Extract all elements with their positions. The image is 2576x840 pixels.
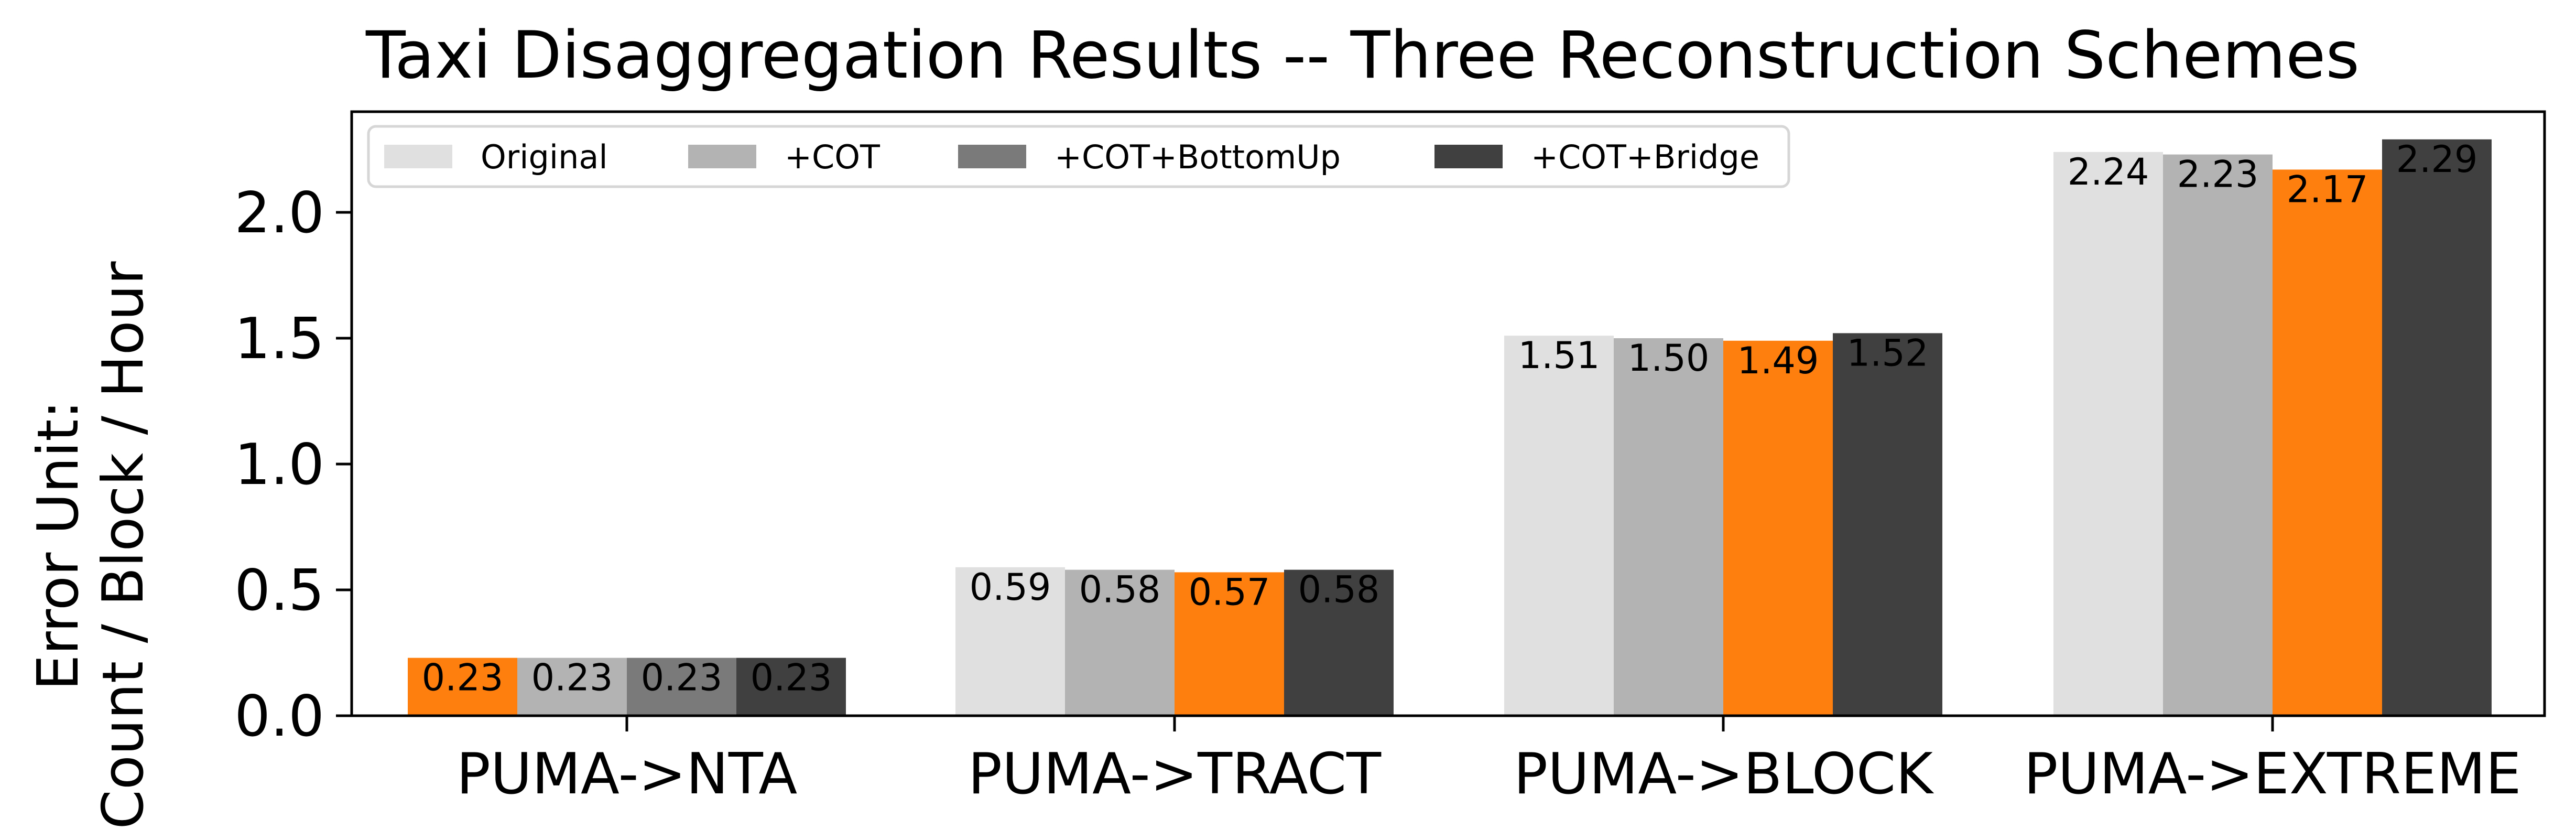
legend-item: +COT+BottomUp xyxy=(958,138,1341,176)
y-axis-label-line-2: Count / Block / Hour xyxy=(91,261,156,830)
legend-box xyxy=(367,125,1790,188)
y-axis: 0.0 0.5 1.0 1.5 2.0 xyxy=(234,180,352,749)
legend-item: Original xyxy=(384,138,608,176)
x-tick-label: PUMA->EXTREME xyxy=(2024,741,2521,807)
bar xyxy=(955,567,1065,716)
bar-value-label: 0.59 xyxy=(970,566,1051,609)
bar-value-label: 0.57 xyxy=(1189,570,1270,613)
bar-value-label: 0.23 xyxy=(641,656,723,699)
bar xyxy=(627,658,736,716)
bar-value-label: 0.23 xyxy=(751,656,832,699)
x-tick-label: PUMA->NTA xyxy=(456,741,798,807)
y-axis-label-line-1: Error Unit: xyxy=(26,400,91,691)
bar-value-label: 2.17 xyxy=(2287,168,2368,211)
bar-value-label: 0.58 xyxy=(1079,568,1161,611)
bar-value-label: 1.52 xyxy=(1847,331,1929,374)
legend-swatch xyxy=(958,145,1026,168)
y-tick-label: 1.5 xyxy=(234,306,324,372)
bar xyxy=(2273,169,2382,716)
bar xyxy=(1614,338,1723,716)
bar xyxy=(1284,569,1394,716)
bar-value-label: 0.58 xyxy=(1298,568,1380,611)
legend-label: Original xyxy=(481,138,608,176)
chart-title: Taxi Disaggregation Results -- Three Rec… xyxy=(365,18,2360,93)
bar-value-label: 2.24 xyxy=(2068,150,2149,193)
legend-label: +COT+BottomUp xyxy=(1055,138,1341,176)
bar xyxy=(2053,152,2163,716)
bar xyxy=(2163,154,2273,716)
y-tick-label: 2.0 xyxy=(234,180,324,246)
legend: Original +COT +COT+BottomUp +COT+Bridge xyxy=(367,125,1790,188)
value-labels-layer: 0.23 0.59 1.51 2.24 0.23 0.58 1.50 2.23 0.23 0.57… xyxy=(422,138,2478,699)
y-tick-label: 1.0 xyxy=(234,432,324,498)
bar xyxy=(517,658,627,716)
bar xyxy=(2382,139,2492,716)
y-axis-label: Error Unit: Count / Block / Hour xyxy=(26,261,156,830)
x-tick-label: PUMA->BLOCK xyxy=(1514,741,1934,807)
legend-swatch xyxy=(688,145,756,168)
bar xyxy=(1723,340,1833,716)
bar-value-label: 0.23 xyxy=(422,656,504,699)
legend-item: +COT+Bridge xyxy=(1434,138,1759,176)
bar-value-label: 2.29 xyxy=(2396,138,2478,181)
legend-label: +COT xyxy=(785,138,881,176)
legend-swatch xyxy=(1434,145,1503,168)
x-tick-label: PUMA->TRACT xyxy=(968,741,1382,807)
bar xyxy=(1175,572,1284,716)
legend-item: +COT xyxy=(688,138,881,176)
plot-area-frame xyxy=(350,110,2546,717)
bar xyxy=(736,658,846,716)
bars-layer xyxy=(408,139,2492,716)
bar xyxy=(1065,569,1175,716)
bar xyxy=(408,658,517,716)
bar-value-label: 0.23 xyxy=(531,656,613,699)
legend-swatch xyxy=(384,145,452,168)
bar-value-label: 2.23 xyxy=(2177,153,2259,196)
x-axis: PUMA->NTA PUMA->TRACT PUMA->BLOCK PUMA->EXT… xyxy=(456,716,2521,807)
y-tick-label: 0.0 xyxy=(234,684,324,749)
bar-value-label: 1.49 xyxy=(1737,339,1819,382)
y-tick-label: 0.5 xyxy=(234,558,324,623)
bar-value-label: 1.51 xyxy=(1518,334,1600,377)
legend-label: +COT+Bridge xyxy=(1531,138,1759,176)
bar-value-label: 1.50 xyxy=(1628,337,1710,380)
bar xyxy=(1833,333,1942,716)
bar xyxy=(1504,336,1614,716)
